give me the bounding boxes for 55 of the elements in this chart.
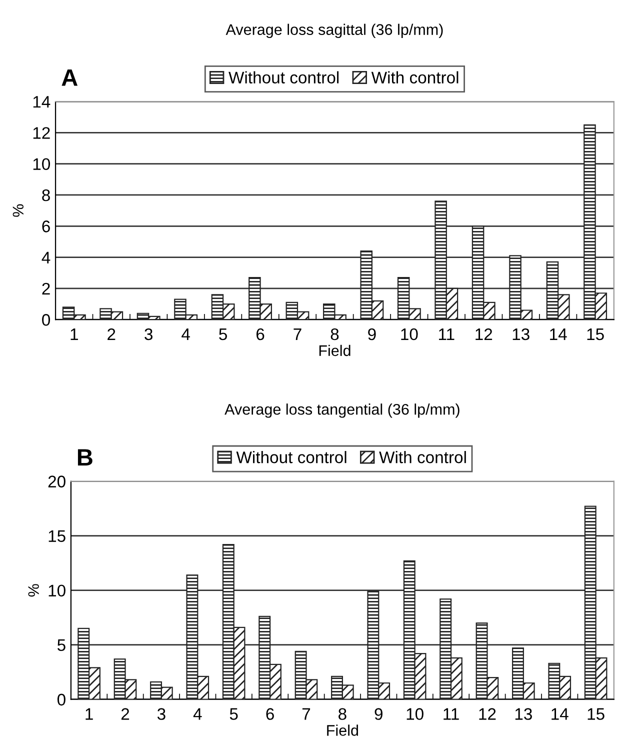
y-axis-title: % (12, 204, 24, 217)
x-tick-label: 1 (70, 328, 78, 340)
text: B (78, 449, 92, 466)
x-tick-label: 11 (444, 708, 459, 720)
y-tick-label: 20 (48, 476, 66, 488)
x-tick-label: 2 (121, 708, 130, 720)
y-tick-label: 4 (42, 252, 50, 264)
y-tick-label: 12 (33, 127, 50, 139)
x-tick-label: 15 (587, 328, 604, 340)
x-tick-label: 9 (368, 328, 376, 340)
x-tick-label: 6 (266, 708, 274, 720)
x-tick-label: 11 (439, 328, 454, 340)
x-tick-label: 2 (108, 328, 116, 340)
chart-title: Average loss sagittal (36 lp/mm) (226, 24, 443, 38)
legend-label: Without control (228, 71, 339, 84)
x-tick-label: 6 (256, 328, 264, 340)
x-tick-label: 14 (550, 328, 567, 340)
x-tick-label: 12 (476, 328, 492, 340)
y-tick-label: 14 (33, 96, 50, 108)
y-axis-title: % (28, 584, 39, 597)
y-tick-label: 5 (57, 639, 66, 652)
x-tick-label: 5 (230, 708, 238, 720)
y-tick-label: 10 (48, 584, 66, 597)
x-tick-label: 15 (588, 708, 604, 720)
x-tick-label: 1 (86, 708, 93, 720)
y-tick-label: 0 (42, 314, 50, 326)
y-tick-label: 15 (48, 530, 66, 542)
x-tick-label: 14 (552, 708, 568, 720)
x-tick-label: 8 (338, 708, 346, 720)
x-tick-label: 4 (193, 708, 202, 720)
y-tick-label: 8 (42, 189, 50, 202)
legend-label: With control (379, 450, 466, 464)
x-tick-label: 13 (512, 328, 530, 340)
x-tick-label: 10 (406, 708, 424, 720)
x-axis-title: Field (327, 724, 358, 736)
y-tick-label: 0 (57, 694, 66, 706)
legend-label: With control (371, 71, 458, 84)
y-tick-label: 6 (42, 220, 50, 232)
x-tick-label: 3 (144, 328, 152, 340)
x-tick-label: 12 (479, 708, 496, 720)
x-tick-label: 13 (515, 708, 532, 720)
x-axis-title: Field (319, 344, 350, 356)
x-tick-label: 9 (374, 708, 382, 720)
x-tick-label: 10 (401, 328, 418, 340)
chart-title: Average loss tangential (36 lp/mm) (224, 404, 460, 418)
y-tick-label: 10 (33, 158, 50, 170)
x-tick-label: 7 (294, 328, 302, 340)
x-tick-label: 7 (302, 708, 310, 720)
text: A (62, 69, 78, 86)
x-tick-label: 5 (219, 328, 227, 340)
x-tick-label: 3 (157, 708, 166, 720)
x-tick-label: 8 (330, 328, 339, 340)
legend-label: Without control (236, 450, 346, 464)
x-tick-label: 4 (182, 328, 190, 340)
y-tick-label: 2 (42, 282, 50, 294)
